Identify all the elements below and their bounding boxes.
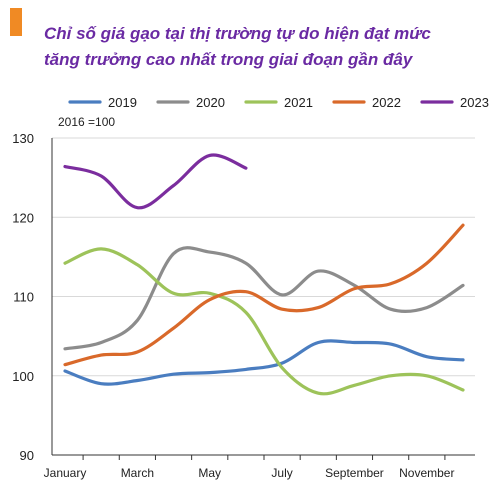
chart-title-line-1: Chỉ số giá gạo tại thị trường tự do hiện… [44, 24, 431, 43]
series-line-2019 [63, 339, 465, 386]
x-tick-label-september: September [325, 466, 384, 480]
series-line-2022 [63, 223, 465, 367]
x-tick-label-may: May [198, 466, 221, 480]
series-line-2023 [63, 153, 248, 210]
series-line-2021 [63, 247, 465, 396]
x-tick-label-january: January [44, 466, 87, 480]
legend-label-2019: 2019 [108, 95, 137, 110]
y-tick-label-130: 130 [12, 131, 34, 146]
axes [51, 138, 475, 460]
x-tick-label-march: March [121, 466, 154, 480]
x-axis-tick-labels: January March May July September November [44, 466, 455, 480]
y-tick-label-100: 100 [12, 369, 34, 384]
legend: 2019 2020 2021 2022 2023 [68, 95, 489, 110]
unit-note: 2016 =100 [58, 115, 115, 129]
legend-label-2020: 2020 [196, 95, 225, 110]
legend-label-2022: 2022 [372, 95, 401, 110]
x-tick-label-july: July [271, 466, 292, 480]
series-line-2020 [63, 246, 465, 351]
chart-title-line-2: tăng trưởng cao nhất trong giai đoạn gần… [44, 50, 413, 69]
legend-label-2021: 2021 [284, 95, 313, 110]
series-lines [63, 153, 465, 396]
legend-label-2023: 2023 [460, 95, 489, 110]
x-tick-label-november: November [399, 466, 454, 480]
y-tick-label-120: 120 [12, 210, 34, 225]
y-tick-label-90: 90 [20, 448, 34, 463]
title-accent-bar [10, 8, 22, 36]
y-tick-label-110: 110 [13, 290, 34, 305]
y-axis-tick-labels: 90 100 110 120 130 [12, 131, 34, 463]
